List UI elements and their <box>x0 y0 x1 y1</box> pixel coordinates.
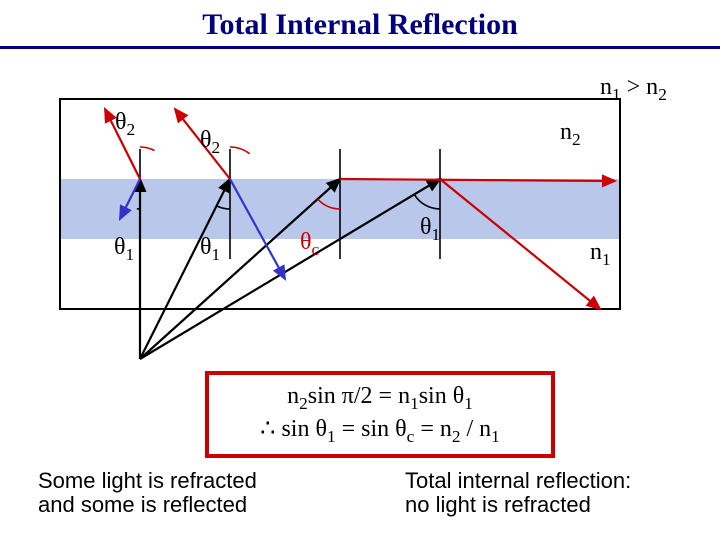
label-theta1-first: θ1 <box>114 234 134 265</box>
caption-left-line1: Some light is refracted <box>38 469 257 493</box>
equation-line-2: ∴ sin θ1 = sin θc = n2 / n1 <box>225 414 535 447</box>
title-text: Total Internal Reflection <box>202 8 518 41</box>
label-theta1-fourth: θ1 <box>420 214 440 245</box>
equation-line-1: n2sin π/2 = n1sin θ1 <box>225 381 535 414</box>
diagram-svg <box>0 49 720 540</box>
caption-right-line2: no light is refracted <box>405 493 631 517</box>
label-n1: n1 <box>590 239 611 270</box>
page-title: Total Internal Reflection <box>0 0 720 42</box>
caption-right: Total internal reflection: no light is r… <box>405 469 631 517</box>
diagram-area: n1 > n2 n2 n1 θ2 θ2 θ1 θ1 θc θ1 n2sin π/… <box>0 49 720 540</box>
label-theta2-first: θ2 <box>115 109 135 140</box>
label-n1-gt-n2: n1 > n2 <box>600 74 667 105</box>
label-theta-c: θc <box>300 229 319 260</box>
caption-left-line2: and some is reflected <box>38 493 257 517</box>
label-theta2-second: θ2 <box>200 127 220 158</box>
caption-left: Some light is refracted and some is refl… <box>38 469 257 517</box>
caption-right-line1: Total internal reflection: <box>405 469 631 493</box>
label-n2: n2 <box>560 119 581 150</box>
label-theta1-second: θ1 <box>200 234 220 265</box>
equation-box: n2sin π/2 = n1sin θ1 ∴ sin θ1 = sin θc =… <box>205 371 555 458</box>
